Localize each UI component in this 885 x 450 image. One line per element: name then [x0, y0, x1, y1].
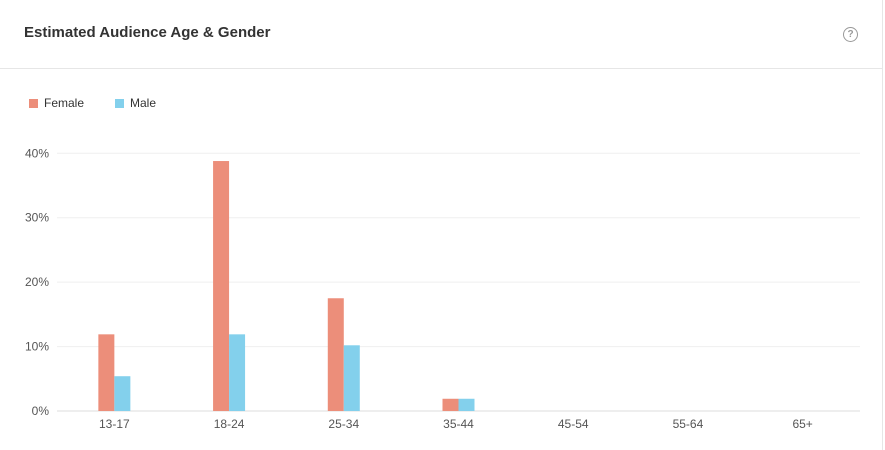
- card-title: Estimated Audience Age & Gender: [24, 24, 271, 41]
- x-tick-label: 18-24: [214, 417, 245, 431]
- female-swatch: [29, 98, 38, 108]
- legend-male[interactable]: Male: [115, 96, 156, 110]
- y-tick-label: 20%: [25, 275, 49, 289]
- x-tick-label: 65+: [792, 417, 812, 431]
- x-tick-label: 35-44: [443, 417, 474, 431]
- bar-male-25-34[interactable]: [343, 345, 360, 411]
- bar-female-13-17[interactable]: [98, 334, 115, 411]
- divider: [882, 0, 883, 450]
- card-header: Estimated Audience Age & Gender ?: [0, 0, 882, 69]
- bar-female-25-34[interactable]: [327, 298, 344, 411]
- legend-label: Male: [130, 96, 157, 110]
- y-tick-label: 10%: [25, 340, 49, 354]
- x-tick-label: 55-64: [673, 417, 704, 431]
- legend-label: Female: [44, 96, 85, 110]
- x-tick-label: 25-34: [328, 417, 359, 431]
- x-tick-label: 13-17: [99, 417, 130, 431]
- y-tick-label: 40%: [25, 146, 49, 160]
- bar-male-13-17[interactable]: [114, 376, 131, 411]
- x-tick-label: 45-54: [558, 417, 589, 431]
- bar-female-35-44[interactable]: [442, 398, 459, 411]
- y-tick-label: 0%: [32, 404, 50, 418]
- male-swatch: [115, 98, 124, 108]
- question-circle-icon[interactable]: ?: [843, 27, 858, 42]
- y-tick-label: 30%: [25, 211, 49, 225]
- bar-male-35-44[interactable]: [458, 398, 475, 411]
- bar-female-18-24[interactable]: [213, 161, 230, 411]
- legend-female[interactable]: Female: [29, 96, 84, 110]
- bar-male-18-24[interactable]: [229, 334, 246, 411]
